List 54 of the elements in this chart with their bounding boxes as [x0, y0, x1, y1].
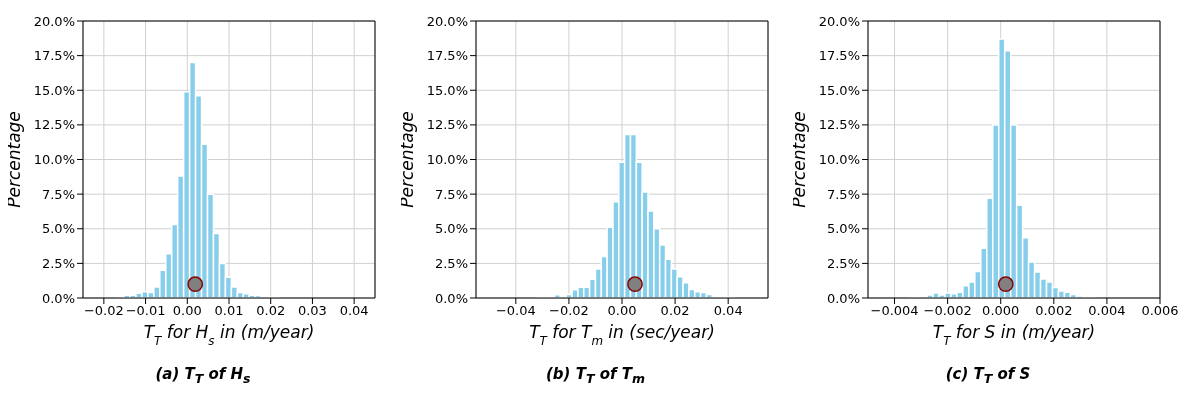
x-tick-label: −0.02: [83, 303, 124, 319]
x-tick-label: 0.04: [339, 303, 369, 319]
y-tick-label: 7.5%: [434, 186, 468, 202]
x-tick-label: 0.04: [713, 303, 743, 319]
y-tick-label: 20.0%: [818, 13, 860, 29]
y-tick-label: 2.5%: [434, 255, 468, 271]
y-tick-label: 20.0%: [426, 13, 468, 29]
x-tick-label: −0.02: [548, 303, 589, 319]
y-tick-label: 15.0%: [33, 82, 75, 98]
y-tick-label: 0.0%: [41, 290, 75, 306]
y-axis-title: Percentage: [4, 111, 24, 208]
y-tick-label: 5.0%: [826, 221, 860, 237]
y-tick-label: 2.5%: [41, 255, 75, 271]
x-tick-label: 0.00: [172, 303, 202, 319]
y-tick-label: 0.0%: [826, 290, 860, 306]
text: (a) T$_{T}$ of H$_{s}$: [155, 365, 251, 386]
y-tick-label: 5.0%: [41, 221, 75, 237]
y-tick-label: 10.0%: [818, 152, 860, 168]
y-tick-label: 7.5%: [826, 186, 860, 202]
y-tick-label: 12.5%: [818, 117, 860, 133]
y-tick-label: 12.5%: [426, 117, 468, 133]
y-tick-label: 15.0%: [818, 82, 860, 98]
y-tick-label: 12.5%: [33, 117, 75, 133]
x-axis-title: T$_{T}$ for T$_{m}$ in (sec/year): [528, 322, 715, 348]
y-tick-label: 5.0%: [434, 221, 468, 237]
y-tick-label: 7.5%: [41, 186, 75, 202]
x-tick-label: 0.01: [214, 303, 244, 319]
y-tick-label: 17.5%: [426, 48, 468, 64]
x-tick-label: −0.004: [870, 303, 919, 319]
x-axis-title: T$_{T}$ for S in (m/year): [932, 322, 1096, 348]
y-tick-label: 15.0%: [426, 82, 468, 98]
y-tick-label: 20.0%: [33, 13, 75, 29]
x-tick-label: −0.002: [923, 303, 972, 319]
y-tick-label: 17.5%: [818, 48, 860, 64]
x-tick-label: 0.03: [297, 303, 327, 319]
y-tick-label: 2.5%: [826, 255, 860, 271]
x-tick-label: 0.02: [660, 303, 690, 319]
text: (c) T$_{T}$ of S: [945, 365, 1031, 386]
text: (b) T$_{T}$ of T$_{m}$: [546, 365, 645, 386]
y-axis-title: Percentage: [789, 111, 809, 208]
x-tick-label: 0.006: [1141, 303, 1179, 319]
x-tick-label: 0.00: [607, 303, 636, 319]
x-tick-label: 0.004: [1088, 303, 1126, 319]
y-axis-title: Percentage: [396, 111, 417, 208]
x-tick-label: 0.02: [256, 303, 286, 319]
y-tick-label: 10.0%: [33, 152, 75, 168]
y-tick-label: 0.0%: [434, 290, 468, 306]
x-tick-label: −0.01: [125, 303, 166, 319]
x-tick-label: 0.002: [1035, 303, 1073, 319]
y-tick-label: 17.5%: [33, 48, 75, 64]
x-tick-label: −0.04: [495, 303, 536, 319]
x-axis-title: T$_{T}$ for H$_{s}$ in (m/year): [143, 322, 315, 348]
y-tick-label: 10.0%: [426, 152, 468, 168]
x-tick-label: 0.000: [982, 303, 1020, 319]
